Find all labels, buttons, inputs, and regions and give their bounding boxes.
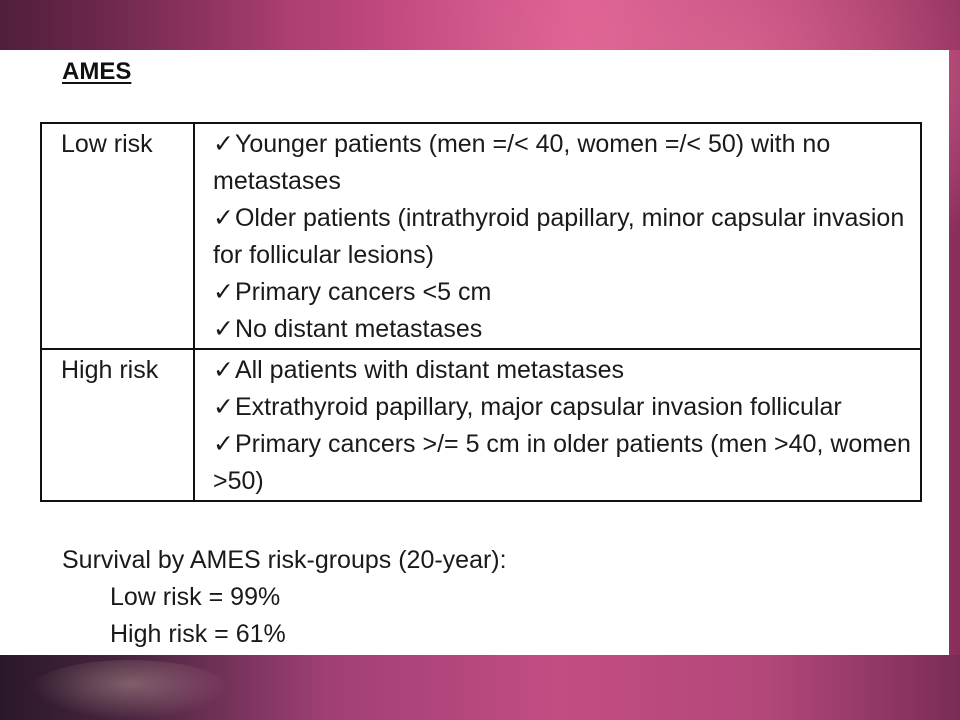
criteria-item: ✓No distant metastases <box>213 311 912 348</box>
table-row-low-risk: Low risk ✓Younger patients (men =/< 40, … <box>40 122 922 350</box>
survival-item: High risk = 61% <box>110 620 286 648</box>
ames-risk-table: Low risk ✓Younger patients (men =/< 40, … <box>40 122 922 502</box>
checkmark-icon: ✓ <box>213 356 234 384</box>
table-row-high-risk: High risk ✓All patients with distant met… <box>40 348 922 502</box>
criteria-text: Older patients (intrathyroid papillary, … <box>213 204 905 269</box>
criteria-item: ✓Older patients (intrathyroid papillary,… <box>213 200 912 274</box>
checkmark-icon: ✓ <box>213 430 234 458</box>
background-bottom-band <box>0 655 960 720</box>
background-swirl-decoration <box>30 660 230 720</box>
criteria-text: All patients with distant metastases <box>234 356 625 384</box>
risk-criteria-cell: ✓Younger patients (men =/< 40, women =/<… <box>193 122 922 350</box>
checkmark-icon: ✓ <box>213 130 234 158</box>
slide-heading: AMES <box>62 58 132 85</box>
checkmark-icon: ✓ <box>213 204 234 232</box>
survival-item: Low risk = 99% <box>110 583 281 611</box>
risk-criteria-cell: ✓All patients with distant metastases ✓E… <box>193 348 922 502</box>
criteria-item: ✓All patients with distant metastases <box>213 352 912 389</box>
risk-group-label: High risk <box>40 348 195 502</box>
criteria-item: ✓Extrathyroid papillary, major capsular … <box>213 389 912 426</box>
checkmark-icon: ✓ <box>213 393 234 421</box>
criteria-item: ✓Primary cancers <5 cm <box>213 274 912 311</box>
checkmark-icon: ✓ <box>213 278 234 306</box>
criteria-text: Primary cancers >/= 5 cm in older patien… <box>213 430 911 495</box>
criteria-text: No distant metastases <box>234 315 483 343</box>
criteria-text: Extrathyroid papillary, major capsular i… <box>234 393 842 421</box>
survival-summary: Survival by AMES risk-groups (20-year): … <box>62 542 507 653</box>
checkmark-icon: ✓ <box>213 315 234 343</box>
criteria-item: ✓Younger patients (men =/< 40, women =/<… <box>213 126 912 200</box>
criteria-item: ✓Primary cancers >/= 5 cm in older patie… <box>213 426 912 500</box>
criteria-text: Younger patients (men =/< 40, women =/< … <box>213 130 831 195</box>
background-top-band <box>0 0 960 50</box>
survival-title: Survival by AMES risk-groups (20-year): <box>62 546 507 574</box>
criteria-text: Primary cancers <5 cm <box>234 278 492 306</box>
risk-group-label: Low risk <box>40 122 195 350</box>
slide-content-area: AMES Low risk ✓Younger patients (men =/<… <box>0 50 949 655</box>
